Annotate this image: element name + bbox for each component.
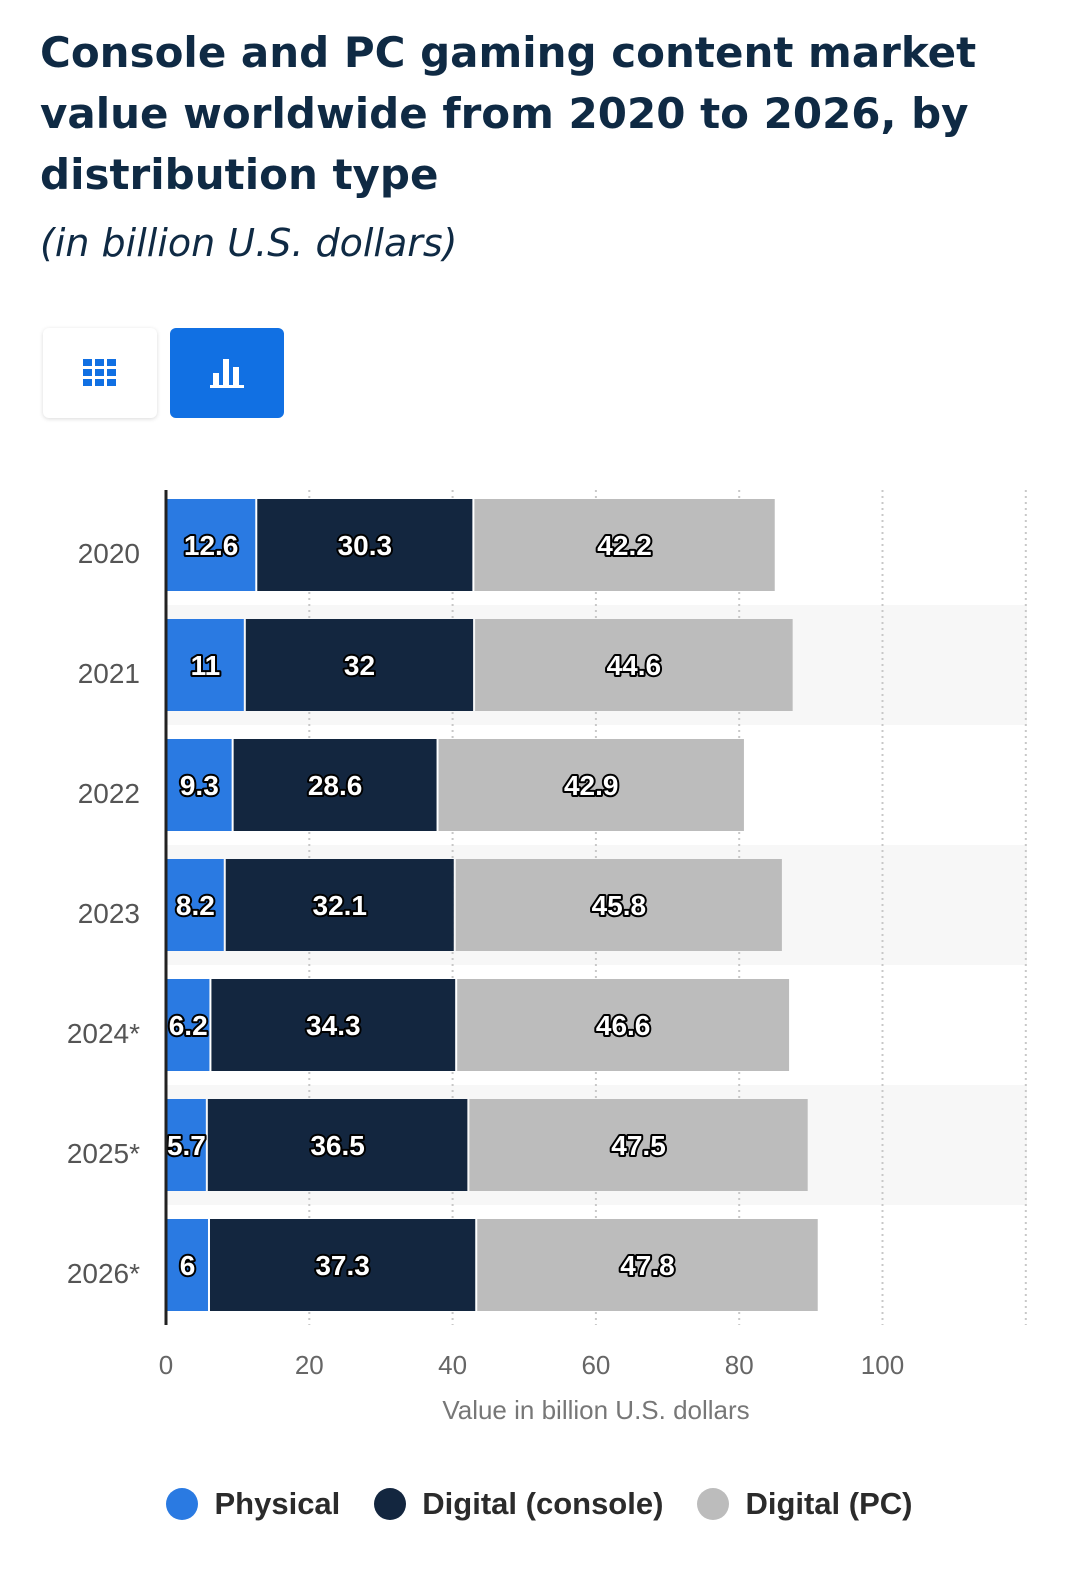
legend-swatch-digital-console (374, 1488, 407, 1520)
legend-label: Physical (214, 1486, 341, 1521)
data-label-physical: 8.2 (176, 890, 215, 921)
bar-physical (167, 739, 232, 831)
legend-item-digital-console[interactable]: Digital (console) (374, 1486, 663, 1522)
legend-swatch-digital-pc (697, 1488, 730, 1520)
bar-digital-console (207, 1099, 468, 1191)
x-tick-label: 100 (861, 1350, 904, 1380)
chart-subtitle: (in billion U.S. dollars) (40, 221, 458, 265)
legend-item-physical[interactable]: Physical (166, 1486, 340, 1522)
y-tick-label: 2025* (67, 1138, 140, 1169)
legend-label: Digital (console) (422, 1486, 664, 1521)
bar-digital-console (225, 859, 454, 951)
grid-icon (83, 359, 116, 386)
bar-digital-pc (477, 1219, 818, 1311)
data-label-physical: 5.7 (167, 1130, 206, 1161)
bar-digital-pc (438, 739, 744, 831)
bar-physical (167, 619, 244, 711)
stacked-bar-chart: 12.6 30.3 42.2 2020 11 32 44.6 2021 9.3 28.6 42.9 2… (67, 490, 1027, 1425)
chart-title: Console and PC gaming content market val… (40, 28, 977, 199)
data-label-digital-console: 32 (344, 650, 375, 681)
data-label-digital-console: 30.3 (338, 530, 393, 561)
bar-digital-pc (475, 619, 793, 711)
data-label-digital-console: 36.5 (310, 1130, 365, 1161)
bar-digital-console (233, 739, 437, 831)
chart-view-button[interactable] (170, 328, 284, 418)
data-label-digital-pc: 47.8 (620, 1250, 675, 1281)
data-label-digital-pc: 45.8 (592, 890, 647, 921)
data-label-digital-pc: 47.5 (611, 1130, 666, 1161)
y-tick-label: 2023 (78, 898, 140, 929)
bar-digital-pc (469, 1099, 808, 1191)
y-tick-label: 2026* (67, 1258, 140, 1289)
y-tick-label: 2024* (67, 1018, 140, 1049)
bar-physical (167, 1219, 208, 1311)
x-tick-label: 80 (725, 1350, 754, 1380)
bar-digital-console (245, 619, 474, 711)
bar-physical (167, 979, 210, 1071)
y-tick-label: 2021 (78, 658, 140, 689)
table-view-button[interactable] (43, 328, 157, 418)
data-label-digital-console: 28.6 (308, 770, 363, 801)
bar-physical (167, 499, 256, 591)
bar-digital-pc (455, 859, 782, 951)
data-label-physical: 11 (191, 650, 221, 681)
x-tick-label: 20 (295, 1350, 324, 1380)
legend-label: Digital (PC) (745, 1486, 913, 1521)
bar-chart-icon (210, 359, 244, 388)
legend-item-digital-pc[interactable]: Digital (PC) (697, 1486, 913, 1522)
data-label-digital-pc: 44.6 (607, 650, 662, 681)
data-label-digital-console: 32.1 (313, 890, 368, 921)
x-tick-label: 40 (438, 1350, 467, 1380)
data-label-digital-console: 37.3 (315, 1250, 370, 1281)
x-tick-label: 0 (159, 1350, 173, 1380)
bar-digital-console (209, 1219, 476, 1311)
data-label-digital-pc: 42.2 (597, 530, 652, 561)
y-tick-label: 2020 (78, 538, 140, 569)
x-axis-title: Value in billion U.S. dollars (442, 1395, 749, 1425)
data-label-digital-pc: 46.6 (596, 1010, 651, 1041)
data-label-physical: 6 (180, 1250, 196, 1281)
bar-digital-pc (474, 499, 775, 591)
legend-swatch-physical (166, 1488, 199, 1520)
legend: Physical Digital (console) Digital (PC) (0, 1486, 1079, 1522)
y-tick-label: 2022 (78, 778, 140, 809)
bar-physical (167, 1099, 206, 1191)
data-label-digital-pc: 42.9 (564, 770, 619, 801)
data-label-physical: 6.2 (169, 1010, 208, 1041)
bar-digital-pc (457, 979, 790, 1071)
x-tick-label: 60 (581, 1350, 610, 1380)
bar-physical (167, 859, 224, 951)
data-label-digital-console: 34.3 (306, 1010, 361, 1041)
bar-digital-console (257, 499, 473, 591)
bar-digital-console (211, 979, 456, 1071)
data-label-physical: 12.6 (184, 530, 239, 561)
data-label-physical: 9.3 (180, 770, 219, 801)
